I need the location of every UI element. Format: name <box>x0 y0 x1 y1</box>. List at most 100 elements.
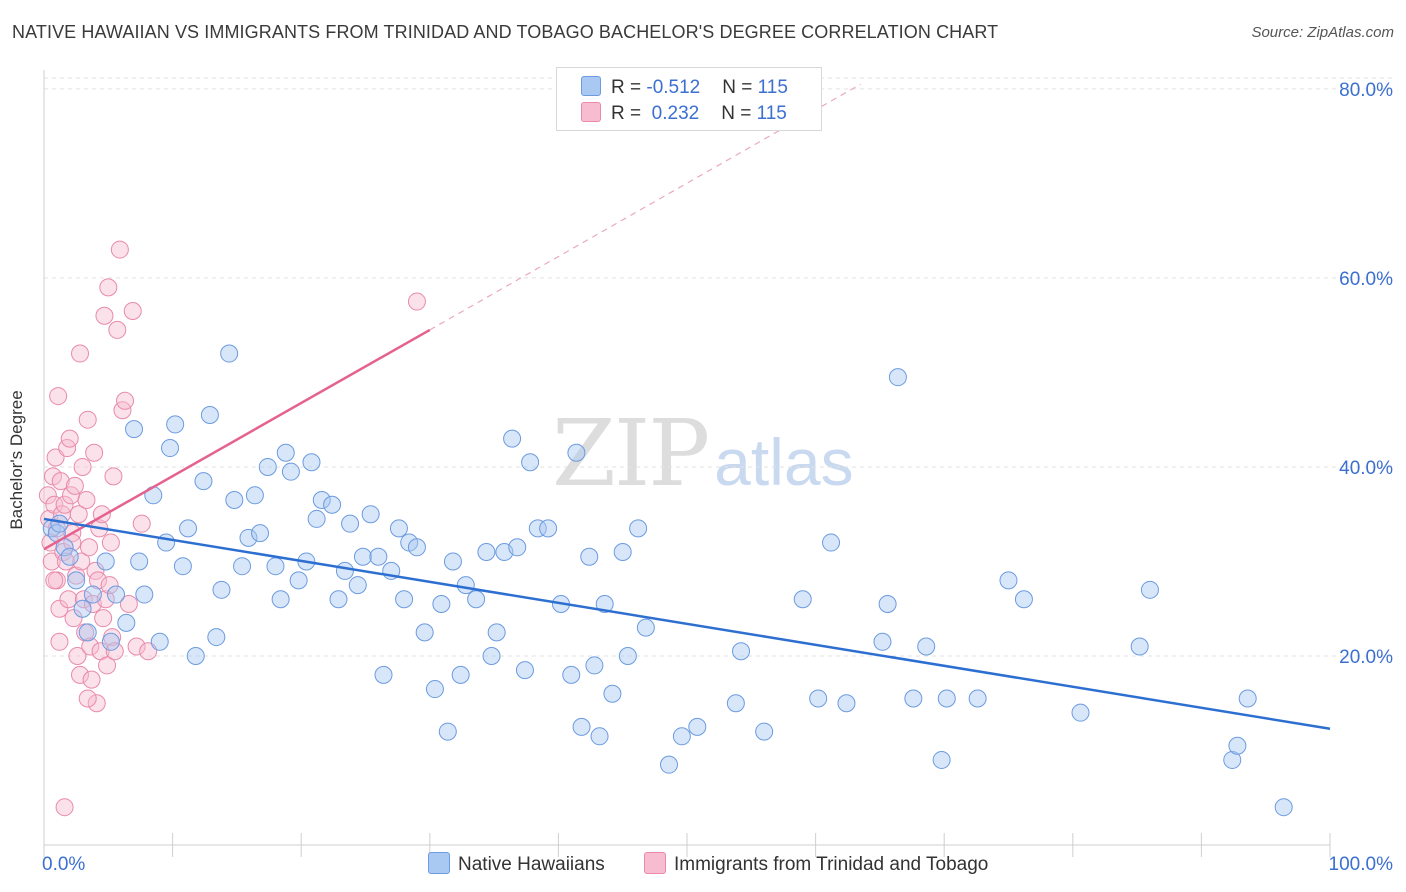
pink-point <box>78 689 97 708</box>
blue-point <box>335 561 354 580</box>
blue-point <box>150 632 169 651</box>
blue-point <box>117 613 136 632</box>
blue-point <box>96 552 115 571</box>
blue-point <box>161 439 180 458</box>
legend-label: Native Hawaiians <box>458 854 605 875</box>
blue-point <box>271 590 290 609</box>
blue-point <box>258 457 277 476</box>
blue-trend-line <box>43 517 1331 730</box>
r-label: R = <box>611 77 647 98</box>
pink-point <box>98 656 117 675</box>
n-label: N = <box>721 103 757 124</box>
n-value: 115 <box>757 77 788 98</box>
pink-point <box>104 467 123 486</box>
source-credit: Source: ZipAtlas.com <box>1251 24 1394 41</box>
pink-point <box>73 457 92 476</box>
blue-point <box>78 623 97 642</box>
blue-point <box>755 722 774 741</box>
blue-point <box>353 547 372 566</box>
blue-point <box>407 538 426 557</box>
blue-point <box>659 755 678 774</box>
pink-point <box>64 609 83 628</box>
blue-point <box>618 646 637 665</box>
pink-point <box>105 642 124 661</box>
pink-point <box>50 632 69 651</box>
pink-point <box>77 491 96 510</box>
pink-point <box>95 306 114 325</box>
pink-point <box>55 798 74 817</box>
pink-point <box>108 320 127 339</box>
blue-point <box>456 576 475 595</box>
legend-item-native-hawaiians: Native Hawaiians <box>428 852 605 876</box>
blue-point <box>451 665 470 684</box>
blue-point <box>220 344 239 363</box>
blue-point <box>73 599 92 618</box>
legend-item-trinidad-tobago: Immigrants from Trinidad and Tobago <box>644 852 988 876</box>
blue-point <box>732 642 751 661</box>
blue-swatch <box>581 76 601 96</box>
blue-point <box>323 495 342 514</box>
pink-point <box>71 665 90 684</box>
blue-point <box>266 557 285 576</box>
blue-point <box>443 552 462 571</box>
blue-point <box>302 453 321 472</box>
blue-point <box>629 519 648 538</box>
pink-point <box>69 505 88 524</box>
pink-point <box>119 594 138 613</box>
blue-point <box>508 538 527 557</box>
blue-point <box>567 443 586 462</box>
pink-point <box>101 533 120 552</box>
r-value: 0.232 <box>646 103 700 124</box>
pink-point <box>51 472 70 491</box>
blue-point <box>904 689 923 708</box>
blue-point <box>1140 580 1159 599</box>
blue-point <box>595 594 614 613</box>
pink-point <box>38 486 57 505</box>
blue-point <box>822 533 841 552</box>
blue-point <box>125 420 144 439</box>
r-value: -0.512 <box>646 77 701 98</box>
blue-point <box>233 557 252 576</box>
blue-point <box>515 661 534 680</box>
blue-point <box>67 571 86 590</box>
blue-point <box>539 519 558 538</box>
y-tick-label: 40.0% <box>1339 458 1393 479</box>
blue-point <box>341 514 360 533</box>
blue-point <box>809 689 828 708</box>
blue-point <box>968 689 987 708</box>
blue-point <box>521 453 540 472</box>
blue-point <box>837 694 856 713</box>
blue-point <box>173 557 192 576</box>
blue-point <box>477 543 496 562</box>
pink-point <box>45 495 64 514</box>
pink-point <box>78 410 97 429</box>
blue-point <box>312 491 331 510</box>
blue-point <box>135 585 154 604</box>
blue-point <box>873 632 892 651</box>
pink-point <box>89 571 108 590</box>
blue-point <box>251 524 270 543</box>
blue-point <box>1228 736 1247 755</box>
blue-point <box>239 528 258 547</box>
pink-point <box>99 278 118 297</box>
blue-point <box>1238 689 1257 708</box>
blue-point <box>83 585 102 604</box>
blue-point <box>672 727 691 746</box>
blue-point <box>1274 798 1293 817</box>
blue-point <box>585 656 604 675</box>
pink-point <box>116 391 135 410</box>
blue-point <box>289 571 308 590</box>
blue-point <box>194 472 213 491</box>
blue-point <box>374 665 393 684</box>
stats-legend-row-blue: R = -0.512 N = 115 <box>581 76 788 100</box>
pink-point <box>71 344 90 363</box>
blue-point <box>432 594 451 613</box>
blue-point <box>1130 637 1149 656</box>
pink-point <box>72 552 91 571</box>
x-tick-label: 100.0% <box>1329 854 1394 875</box>
blue-point <box>200 405 219 424</box>
blue-point <box>207 628 226 647</box>
blue-point <box>101 632 120 651</box>
blue-point <box>503 429 522 448</box>
